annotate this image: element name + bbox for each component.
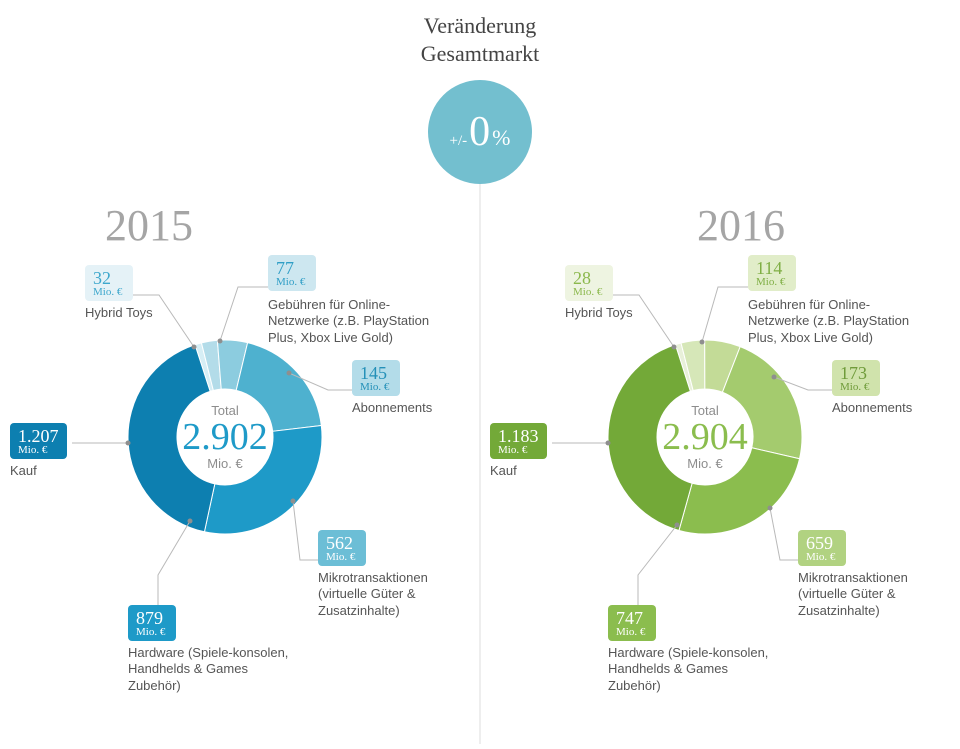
segment-label-fees: Gebühren für Online-Netzwerke (z.B. Play… bbox=[748, 297, 918, 346]
badge-hybrid: 32Mio. € bbox=[85, 265, 133, 301]
badge-unit: Mio. € bbox=[360, 382, 392, 394]
leader-fees bbox=[220, 287, 268, 341]
segment-label-micro: Mikrotransaktionen (virtuelle Güter & Zu… bbox=[318, 570, 480, 619]
page-title: Veränderung Gesamtmarkt bbox=[0, 12, 960, 67]
badge-unit: Mio. € bbox=[573, 287, 605, 299]
badge-kauf: 1.183Mio. € bbox=[490, 423, 547, 459]
badge-unit: Mio. € bbox=[136, 627, 168, 639]
badge-unit: Mio. € bbox=[498, 445, 539, 457]
change-circle: +/- 0 % bbox=[428, 80, 532, 184]
segment-label-hybrid: Hybrid Toys bbox=[565, 305, 633, 321]
segment-label-fees: Gebühren für Online-Netzwerke (z.B. Play… bbox=[268, 297, 438, 346]
year-label-2015: 2015 bbox=[105, 200, 193, 251]
donut-chart-2015: Total2.902Mio. €32Mio. €Hybrid Toys77Mio… bbox=[0, 225, 480, 745]
badge-fees: 77Mio. € bbox=[268, 255, 316, 291]
segment-label-abos: Abonnements bbox=[832, 400, 912, 416]
segment-label-hardware: Hardware (Spiele-konsolen, Handhelds & G… bbox=[608, 645, 778, 694]
badge-abos: 173Mio. € bbox=[832, 360, 880, 396]
leader-fees bbox=[702, 287, 748, 342]
year-label-2016: 2016 bbox=[697, 200, 785, 251]
segment-label-hybrid: Hybrid Toys bbox=[85, 305, 153, 321]
badge-hardware: 747Mio. € bbox=[608, 605, 656, 641]
segment-label-kauf: Kauf bbox=[490, 463, 517, 479]
leader-micro bbox=[770, 508, 798, 560]
donut-chart-2016: Total2.904Mio. €28Mio. €Hybrid Toys114Mi… bbox=[480, 225, 960, 745]
change-suffix: % bbox=[492, 125, 510, 151]
segment-label-micro: Mikrotransaktionen (virtuelle Güter & Zu… bbox=[798, 570, 960, 619]
change-value: 0 bbox=[469, 111, 490, 153]
badge-hardware: 879Mio. € bbox=[128, 605, 176, 641]
leader-hardware bbox=[158, 521, 190, 605]
segment-label-hardware: Hardware (Spiele-konsolen, Handhelds & G… bbox=[128, 645, 298, 694]
badge-hybrid: 28Mio. € bbox=[565, 265, 613, 301]
badge-micro: 562Mio. € bbox=[318, 530, 366, 566]
badge-unit: Mio. € bbox=[756, 277, 788, 289]
leader-hardware bbox=[638, 525, 677, 605]
badge-fees: 114Mio. € bbox=[748, 255, 796, 291]
badge-micro: 659Mio. € bbox=[798, 530, 846, 566]
badge-unit: Mio. € bbox=[18, 445, 59, 457]
badge-unit: Mio. € bbox=[616, 627, 648, 639]
badge-unit: Mio. € bbox=[93, 287, 125, 299]
change-prefix: +/- bbox=[450, 133, 468, 150]
title-line1: Veränderung bbox=[424, 13, 536, 38]
badge-abos: 145Mio. € bbox=[352, 360, 400, 396]
title-line2: Gesamtmarkt bbox=[421, 41, 540, 66]
segment-label-abos: Abonnements bbox=[352, 400, 432, 416]
badge-unit: Mio. € bbox=[840, 382, 872, 394]
badge-unit: Mio. € bbox=[806, 552, 838, 564]
badge-unit: Mio. € bbox=[276, 277, 308, 289]
segment-label-kauf: Kauf bbox=[10, 463, 37, 479]
leader-micro bbox=[293, 501, 318, 560]
badge-kauf: 1.207Mio. € bbox=[10, 423, 67, 459]
badge-unit: Mio. € bbox=[326, 552, 358, 564]
